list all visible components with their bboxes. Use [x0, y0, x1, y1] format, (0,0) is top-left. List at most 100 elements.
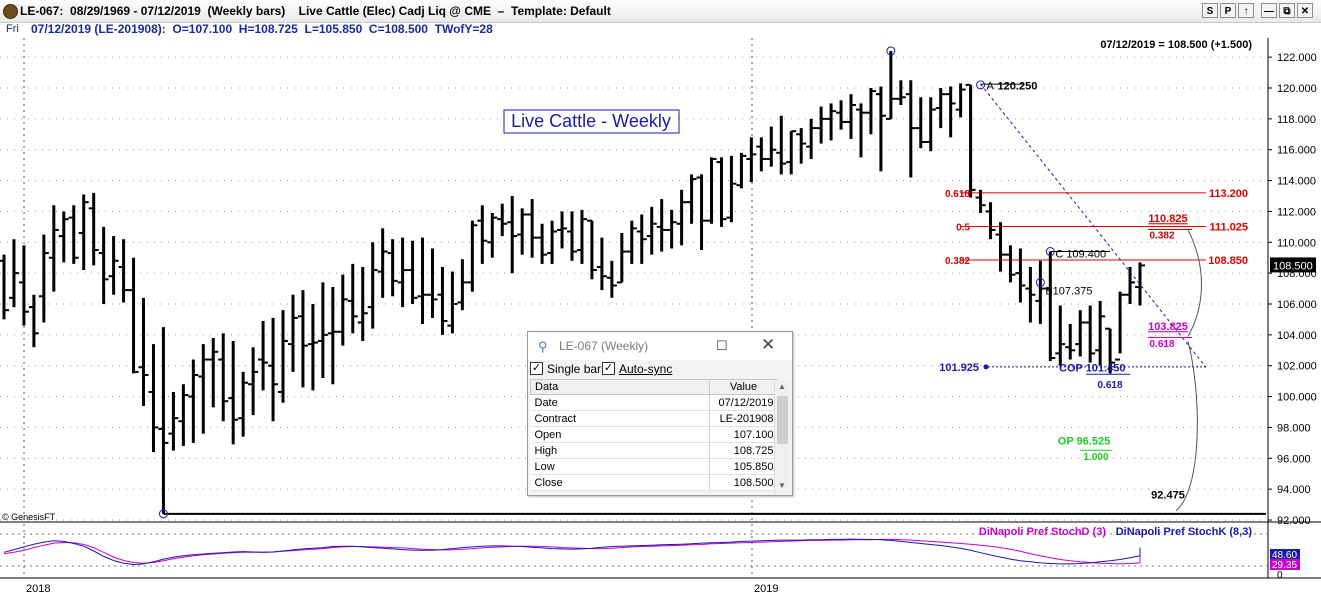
x-year-label: 2018 — [26, 583, 50, 595]
osc-value-box-d — [1270, 559, 1300, 570]
price-bar — [218, 333, 229, 422]
price-bar — [8, 239, 19, 308]
minimize-button[interactable]: — — [1261, 3, 1277, 18]
scroll-down-icon[interactable]: ▼ — [778, 481, 786, 490]
magnifier-icon: ⚲ — [538, 339, 548, 354]
price-bar — [945, 86, 956, 138]
price-bar — [1085, 305, 1096, 363]
price-bar — [228, 341, 239, 445]
y-tick-label: 96.000 — [1277, 453, 1311, 465]
price-bar — [905, 80, 916, 178]
price-bar — [88, 192, 99, 266]
osc-value-k: 48.60 — [1272, 550, 1297, 561]
osc-d-line — [3, 538, 1141, 565]
ext-bracket — [1187, 229, 1202, 337]
column-header-data[interactable]: Data — [530, 379, 710, 395]
price-bar — [18, 245, 29, 326]
column-header-value[interactable]: Value — [709, 379, 778, 395]
data-table: Data Value Date 07/12/2019 Contract LE-201… — [530, 379, 778, 491]
row-value: LE-201908 — [709, 410, 778, 427]
price-bar — [387, 239, 398, 297]
last-close-note: 07/12/2019 = 108.500 (+1.500) — [1100, 39, 1252, 51]
restore-button[interactable]: ⧉ — [1279, 3, 1295, 18]
row-value: 107.100 — [709, 426, 778, 443]
price-bar — [826, 103, 837, 141]
fib-ratio-label: 0.5 — [956, 222, 970, 233]
price-bar — [756, 137, 767, 172]
price-bar — [537, 223, 548, 264]
price-bar — [1115, 291, 1126, 361]
data-window-scrollbar[interactable]: ▲ ▼ — [774, 380, 790, 494]
price-bar — [367, 242, 378, 329]
bar-info-strip: Fri 07/12/2019 (LE-201908): O=107.100 H=… — [0, 22, 1321, 38]
price-bar — [1055, 305, 1066, 366]
price-bar — [138, 297, 149, 406]
price-bar — [268, 317, 279, 422]
price-bar — [995, 222, 1006, 272]
ext-magenta-ratio: 0.618 — [1149, 339, 1174, 350]
row-label: Close — [530, 474, 710, 491]
price-bar — [208, 337, 219, 408]
price-chart[interactable]: 92.000 94.000 96.000 98.000 100.000 102.000 10… — [0, 38, 1321, 597]
dot-value-label: 101.925 — [939, 362, 979, 374]
maximize-icon[interactable]: ☐ — [716, 338, 728, 353]
data-window-title: LE-067 (Weekly) — [559, 339, 649, 353]
close-icon[interactable]: ✕ — [761, 335, 776, 354]
price-bar — [168, 391, 179, 451]
row-label: Low — [530, 458, 710, 475]
data-window-options: ✓ Single bar ✓ Auto-sync — [528, 360, 792, 380]
data-window[interactable]: ⚲ LE-067 (Weekly) ☐ ✕ ✓ Single bar ✓ Aut… — [527, 331, 793, 496]
table-row: Low 105.850 — [530, 458, 778, 475]
price-bar — [327, 287, 338, 385]
y-tick-label: 98.000 — [1277, 422, 1311, 434]
row-value: 108.725 — [709, 442, 778, 459]
table-row: Date 07/12/2019 — [530, 394, 778, 411]
price-bar — [726, 155, 737, 223]
price-bar — [178, 384, 189, 446]
price-bar — [1015, 248, 1026, 303]
close-button[interactable]: ✕ — [1297, 3, 1313, 18]
price-bar — [636, 214, 647, 264]
auto-sync-checkbox[interactable]: ✓ — [602, 362, 615, 375]
chart-title: Live Cattle - Weekly — [511, 111, 671, 131]
point-c-label: C 109.400 — [1055, 249, 1106, 261]
price-bar — [846, 94, 857, 139]
y-tick-label: 106.000 — [1277, 299, 1317, 311]
scroll-up-icon[interactable]: ▲ — [778, 382, 786, 391]
single-bar-checkbox[interactable]: ✓ — [530, 362, 543, 375]
y-tick-label: 94.000 — [1277, 484, 1311, 496]
y-tick-label: 118.000 — [1277, 114, 1316, 126]
price-bar — [407, 240, 418, 304]
y-tick-label: 100.000 — [1277, 392, 1317, 404]
price-bar — [666, 209, 677, 249]
price-bar — [547, 220, 558, 264]
point-b-label: B107.375 — [1045, 286, 1092, 298]
price-bar — [606, 260, 617, 298]
row-label: Contract — [530, 410, 710, 427]
fib-value-label: 113.200 — [1209, 188, 1248, 200]
p-button[interactable]: P — [1220, 3, 1236, 18]
auto-sync-label: Auto-sync — [619, 362, 673, 376]
price-bar — [855, 103, 866, 158]
y-tick-label: 120.000 — [1277, 83, 1317, 95]
price-bar — [278, 310, 289, 403]
y-tick-label: 112.000 — [1277, 206, 1316, 218]
price-bar — [646, 206, 657, 255]
scroll-thumb[interactable] — [777, 396, 788, 444]
s-button[interactable]: S — [1202, 3, 1218, 18]
price-bar — [925, 97, 936, 152]
arrow-up-button[interactable]: ↑ — [1238, 3, 1254, 18]
price-bar — [437, 266, 448, 335]
price-bar — [198, 344, 209, 434]
cop-label: COP 101.450 — [1059, 362, 1125, 374]
row-value: 07/12/2019 — [709, 394, 778, 411]
single-bar-label: Single bar — [547, 362, 602, 376]
data-window-titlebar[interactable]: ⚲ LE-067 (Weekly) ☐ ✕ — [528, 332, 792, 360]
price-bar — [676, 189, 687, 246]
ext-red-value: 110.825 — [1148, 213, 1187, 225]
info-day: Fri — [6, 23, 19, 35]
table-row: Close 108.500 — [530, 474, 778, 491]
price-bar — [78, 194, 89, 271]
price-bar — [238, 371, 249, 437]
price-bar — [616, 233, 627, 284]
